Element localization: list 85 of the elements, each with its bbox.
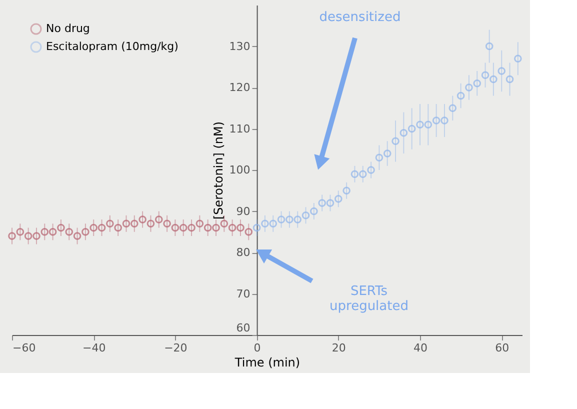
point bbox=[485, 42, 494, 50]
point bbox=[228, 224, 236, 232]
point bbox=[171, 224, 180, 232]
point bbox=[196, 220, 204, 228]
x-tick-label: 20 bbox=[332, 342, 346, 354]
point bbox=[367, 166, 375, 174]
point bbox=[163, 220, 171, 228]
point bbox=[82, 228, 90, 236]
point bbox=[269, 220, 278, 228]
point bbox=[40, 228, 49, 236]
point bbox=[244, 228, 253, 236]
point bbox=[8, 232, 16, 240]
point bbox=[326, 199, 334, 207]
legend-label: Escitalopram (10mg/kg) bbox=[46, 40, 178, 53]
point bbox=[212, 224, 220, 232]
y-tick-label: 130 bbox=[229, 40, 250, 53]
point bbox=[90, 224, 98, 232]
x-tick-label: 60 bbox=[495, 342, 510, 354]
point bbox=[98, 224, 106, 232]
point bbox=[432, 116, 440, 124]
point bbox=[465, 84, 473, 92]
point bbox=[302, 211, 310, 220]
point bbox=[383, 150, 392, 158]
point bbox=[106, 220, 114, 228]
x-tick-label: −60 bbox=[12, 342, 36, 354]
point bbox=[294, 216, 302, 224]
point bbox=[408, 124, 416, 133]
point bbox=[122, 220, 130, 228]
y-tick-label: 80 bbox=[236, 246, 250, 259]
point bbox=[236, 224, 244, 232]
point bbox=[473, 79, 482, 88]
point bbox=[358, 170, 367, 178]
point bbox=[310, 207, 318, 216]
annotation: SERTs upregulated bbox=[330, 284, 408, 314]
legend-label: No drug bbox=[46, 22, 90, 35]
point bbox=[16, 228, 24, 236]
point bbox=[73, 232, 82, 240]
point bbox=[440, 116, 448, 124]
point bbox=[424, 120, 432, 129]
point bbox=[416, 120, 424, 129]
point bbox=[179, 224, 188, 232]
point bbox=[392, 137, 400, 146]
y-tick-label: 120 bbox=[229, 81, 250, 94]
point bbox=[138, 216, 146, 224]
point bbox=[286, 216, 294, 224]
x-axis-title: Time (min) bbox=[234, 356, 300, 370]
point bbox=[154, 216, 163, 224]
y-tick-label: 100 bbox=[229, 164, 250, 176]
y-tick-label: 90 bbox=[236, 204, 250, 218]
x-tick-label: 40 bbox=[414, 342, 428, 354]
y-tick-label: 110 bbox=[229, 122, 250, 136]
point bbox=[506, 75, 514, 84]
point bbox=[498, 67, 506, 75]
point bbox=[204, 224, 212, 232]
x-tick-label: −40 bbox=[82, 342, 106, 354]
x-tick-label: −20 bbox=[164, 342, 188, 354]
y-tick-label: 70 bbox=[236, 287, 250, 300]
point bbox=[188, 224, 196, 232]
point bbox=[514, 54, 522, 63]
point bbox=[252, 224, 261, 232]
point bbox=[57, 224, 65, 232]
point bbox=[400, 128, 408, 137]
point bbox=[24, 232, 32, 240]
point bbox=[350, 170, 359, 178]
point bbox=[334, 194, 342, 203]
point bbox=[481, 71, 490, 80]
point bbox=[342, 186, 350, 195]
point bbox=[277, 216, 286, 224]
point bbox=[490, 75, 498, 84]
point bbox=[261, 220, 269, 228]
point bbox=[318, 199, 326, 207]
y-axis-title: [Serotonin] (nM) bbox=[211, 121, 226, 220]
y-tick-label: 60 bbox=[236, 322, 250, 334]
point bbox=[48, 228, 57, 236]
point bbox=[448, 104, 457, 112]
x-tick-label: 0 bbox=[254, 342, 261, 354]
point bbox=[114, 224, 122, 232]
point bbox=[220, 220, 228, 228]
point bbox=[32, 232, 40, 240]
point bbox=[130, 220, 138, 228]
point bbox=[456, 92, 465, 100]
point bbox=[146, 220, 155, 228]
point bbox=[65, 228, 74, 236]
point bbox=[375, 154, 384, 162]
annotation: desensitized bbox=[319, 10, 401, 25]
